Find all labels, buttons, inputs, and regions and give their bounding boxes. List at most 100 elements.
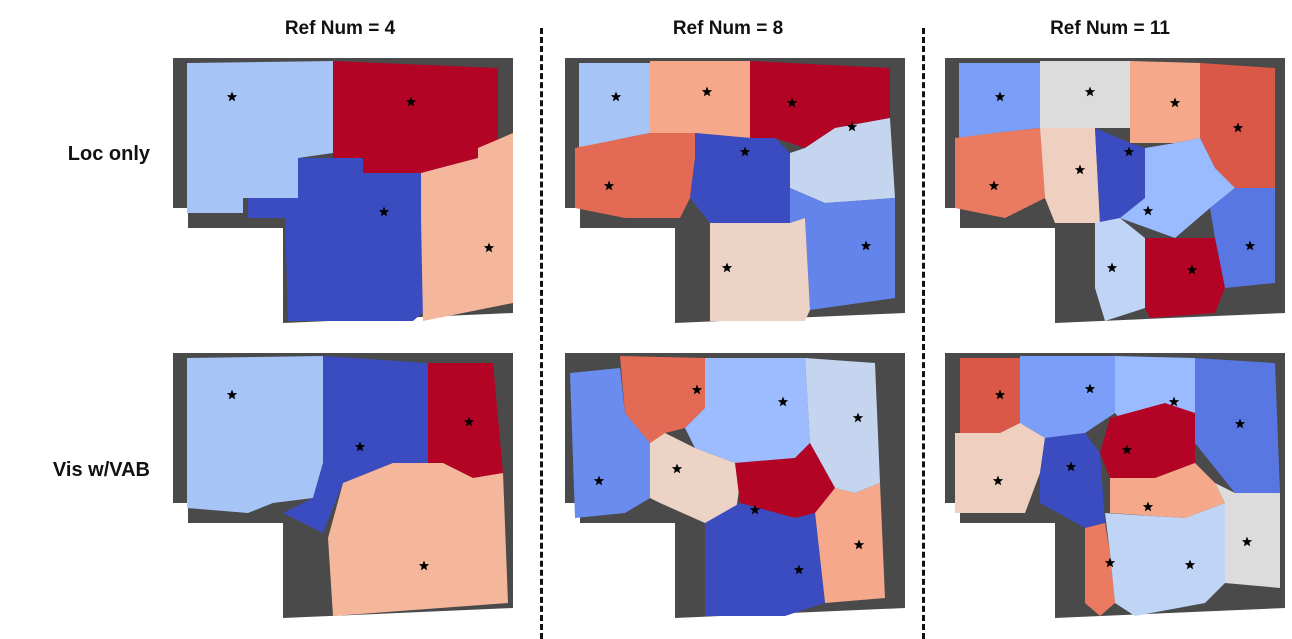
region-3 — [248, 158, 428, 321]
region-2 — [1020, 356, 1115, 438]
region-5 — [955, 128, 1045, 218]
region-1 — [187, 61, 333, 213]
region-5 — [690, 133, 790, 223]
region-2 — [283, 356, 433, 533]
column-title-ref-11: Ref Num = 11 — [1050, 18, 1170, 39]
column-title-ref-4: Ref Num = 4 — [284, 18, 396, 39]
reference-star-icon — [354, 441, 366, 452]
reference-star-icon — [418, 560, 430, 571]
reference-star-icon — [1234, 418, 1246, 429]
reference-star-icon — [988, 180, 1000, 191]
region-4 — [328, 463, 508, 616]
reference-star-icon — [463, 416, 475, 427]
reference-star-icon — [1169, 97, 1181, 108]
segmentation-panel-r2-c2 — [565, 353, 905, 618]
reference-star-icon — [1241, 536, 1253, 547]
reference-star-icon — [994, 389, 1006, 400]
reference-star-icon — [405, 96, 417, 107]
region-4 — [421, 133, 513, 321]
region-2 — [650, 61, 750, 138]
column-title-ref-8: Ref Num = 8 — [672, 18, 784, 39]
reference-star-icon — [1121, 444, 1133, 455]
region-3 — [750, 61, 890, 148]
region-2 — [333, 61, 498, 173]
region-8 — [710, 218, 810, 321]
reference-star-icon — [1184, 559, 1196, 570]
region-4 — [805, 358, 880, 493]
region-2 — [1040, 61, 1130, 128]
reference-star-icon — [1065, 461, 1077, 472]
row-title-loc-only: Loc only — [67, 143, 150, 165]
region-6 — [1040, 128, 1100, 223]
reference-star-icon — [691, 384, 703, 395]
reference-star-icon — [994, 91, 1006, 102]
region-1 — [570, 368, 650, 518]
reference-star-icon — [483, 242, 495, 253]
reference-star-icon — [610, 91, 622, 102]
segmentation-panel-r1-c3 — [945, 58, 1285, 323]
segmentation-panel-r1-c1 — [173, 58, 513, 323]
region-1 — [579, 63, 650, 148]
region-10 — [1085, 523, 1115, 616]
region-9 — [1210, 188, 1275, 288]
reference-star-icon — [860, 240, 872, 251]
region-7 — [1100, 403, 1195, 478]
dashed-divider-2 — [922, 28, 925, 639]
region-6 — [735, 443, 835, 518]
reference-star-icon — [1084, 86, 1096, 97]
region-11 — [1145, 238, 1225, 318]
region-7 — [1095, 128, 1145, 223]
region-7 — [815, 483, 885, 603]
reference-star-icon — [721, 262, 733, 273]
reference-star-icon — [1104, 557, 1116, 568]
reference-star-icon — [846, 121, 858, 132]
reference-star-icon — [1142, 205, 1154, 216]
region-8 — [705, 503, 825, 616]
reference-star-icon — [992, 475, 1004, 486]
reference-star-icon — [1106, 262, 1118, 273]
reference-star-icon — [1244, 240, 1256, 251]
segmentation-panel-r2-c3 — [945, 353, 1285, 618]
reference-star-icon — [226, 389, 238, 400]
region-6 — [790, 118, 895, 203]
region-1 — [959, 63, 1040, 138]
reference-star-icon — [852, 412, 864, 423]
region-4 — [575, 133, 695, 218]
reference-star-icon — [1123, 146, 1135, 157]
reference-star-icon — [226, 91, 238, 102]
reference-star-icon — [603, 180, 615, 191]
reference-star-icon — [739, 146, 751, 157]
reference-star-icon — [777, 396, 789, 407]
region-5 — [955, 423, 1045, 513]
reference-star-icon — [749, 504, 761, 515]
reference-star-icon — [1074, 164, 1086, 175]
reference-star-icon — [786, 97, 798, 108]
region-2 — [620, 356, 705, 443]
region-1 — [187, 356, 323, 513]
region-8 — [1110, 463, 1225, 518]
region-5 — [650, 433, 740, 523]
reference-star-icon — [671, 463, 683, 474]
segmentation-panel-r1-c2 — [565, 58, 905, 323]
reference-star-icon — [1168, 396, 1180, 407]
row-title-vis-vab: Vis w/VAB — [52, 459, 150, 481]
reference-star-icon — [701, 86, 713, 97]
reference-star-icon — [793, 564, 805, 575]
segmentation-panel-r2-c1 — [173, 353, 513, 618]
reference-star-icon — [593, 475, 605, 486]
reference-star-icon — [1186, 264, 1198, 275]
region-10 — [1095, 218, 1145, 321]
dashed-divider-1 — [540, 28, 543, 639]
reference-star-icon — [1232, 122, 1244, 133]
region-11 — [1105, 503, 1225, 616]
region-1 — [960, 358, 1020, 433]
reference-star-icon — [378, 206, 390, 217]
region-3 — [1130, 61, 1200, 143]
reference-star-icon — [1084, 383, 1096, 394]
region-7 — [790, 188, 895, 310]
reference-star-icon — [1142, 501, 1154, 512]
region-6 — [1040, 433, 1105, 528]
region-4 — [1195, 358, 1280, 493]
region-3 — [685, 358, 810, 463]
reference-star-icon — [853, 539, 865, 550]
